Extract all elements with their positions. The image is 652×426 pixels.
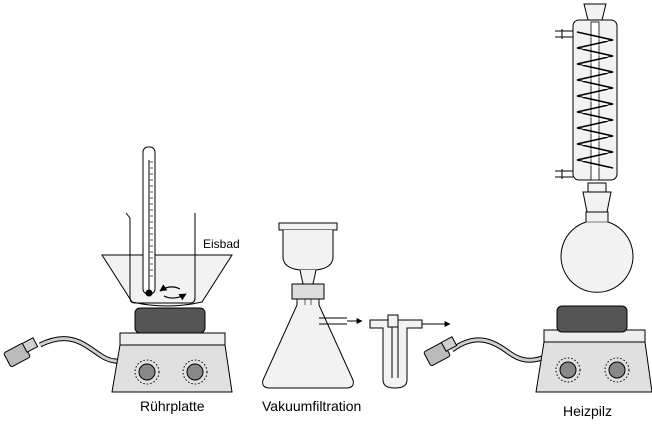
stirring-plate-knob-right: [182, 359, 208, 385]
label-heizpilz: Heizpilz: [563, 403, 613, 419]
beaker: [125, 212, 196, 304]
heating-mantle-knob-right: [604, 357, 630, 383]
cold-trap: [369, 314, 423, 389]
heating-mantle-knob-left: [555, 357, 581, 383]
stirring-rotation-arrows: [159, 284, 187, 301]
stirring-plate-setup: [3, 146, 233, 393]
label-eisbad: Eisbad: [203, 237, 240, 251]
power-plug-icon: [3, 337, 39, 368]
heating-mantle-setup: [423, 3, 652, 393]
stirring-plate-top-pad: [134, 307, 206, 334]
heating-mantle-power-cable: [423, 336, 543, 367]
stirring-plate-device: [111, 307, 233, 393]
erlenmeyer-flask: [262, 298, 354, 389]
reflux-condenser: [555, 3, 618, 181]
label-vakuumfiltration: Vakuumfiltration: [262, 398, 362, 414]
vacuum-filtration-setup: [262, 222, 451, 389]
label-ruehrplatte: Rührplatte: [140, 398, 205, 414]
heating-pad: [556, 305, 628, 333]
power-plug-icon: [423, 336, 458, 367]
stirring-plate-knob-left: [134, 359, 160, 385]
stirring-plate-power-cable: [3, 336, 129, 368]
buchner-funnel: [278, 222, 338, 285]
thermometer-icon: [142, 146, 156, 297]
water-outlet-nozzle: [555, 169, 573, 179]
ice-bath-bowl: [101, 254, 233, 307]
filter-adapter: [291, 283, 325, 300]
ground-glass-joint: [582, 182, 612, 213]
water-inlet-nozzle: [555, 29, 573, 39]
round-bottom-flask: [560, 211, 634, 293]
heating-mantle-device: [535, 305, 652, 393]
